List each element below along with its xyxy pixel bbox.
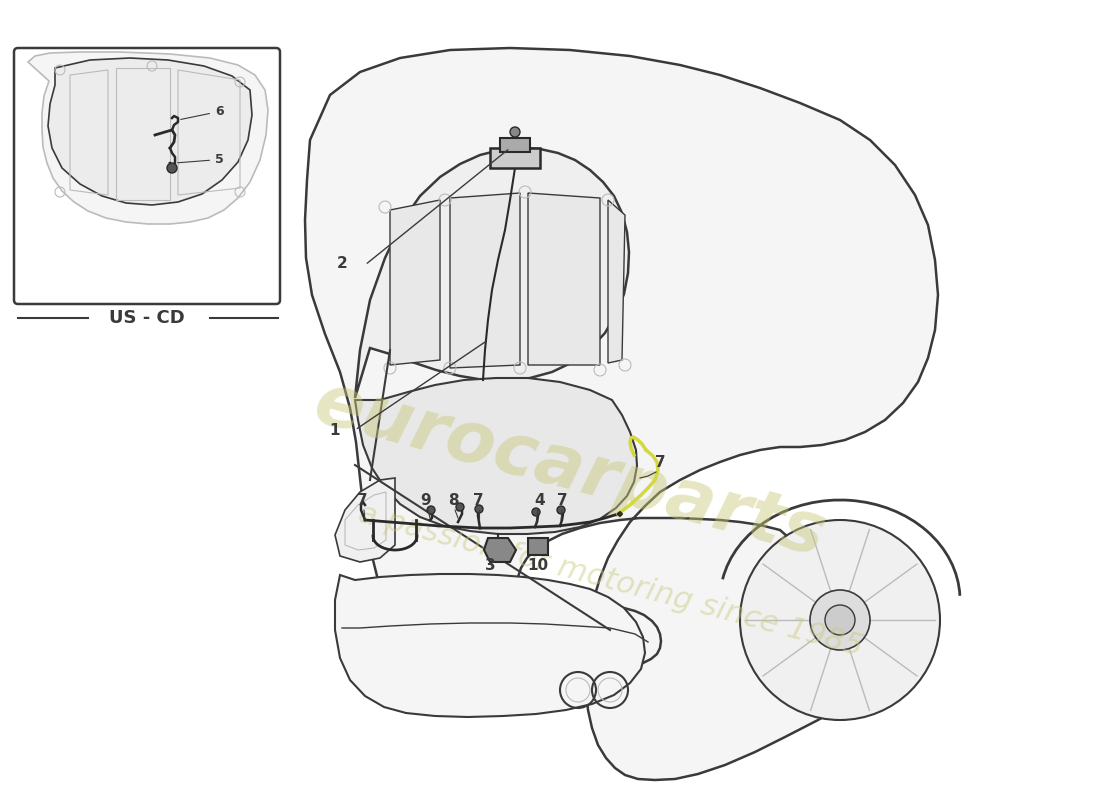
Text: 4: 4 [535,493,546,508]
Polygon shape [450,193,520,368]
Text: 1: 1 [330,423,340,438]
Polygon shape [484,538,516,562]
Polygon shape [48,58,252,205]
Text: 10: 10 [527,558,549,573]
Text: eurocarparts: eurocarparts [307,369,833,571]
Text: US - CD: US - CD [109,309,185,327]
Polygon shape [500,138,530,152]
Text: 8: 8 [448,493,459,508]
Circle shape [825,605,855,635]
FancyBboxPatch shape [14,48,280,304]
Polygon shape [336,478,395,562]
Polygon shape [528,193,600,365]
Circle shape [510,127,520,137]
Polygon shape [355,148,629,398]
Text: 9: 9 [420,493,431,508]
Text: 3: 3 [485,558,495,573]
Circle shape [167,163,177,173]
Circle shape [532,508,540,516]
Polygon shape [490,148,540,168]
Text: 7: 7 [473,493,483,508]
Polygon shape [390,200,440,365]
Text: 7: 7 [557,493,568,508]
Polygon shape [305,48,938,780]
Polygon shape [336,574,645,717]
Polygon shape [28,52,268,224]
Circle shape [475,505,483,513]
Text: 5: 5 [178,153,223,166]
Circle shape [557,506,565,514]
Polygon shape [608,200,625,363]
Text: 6: 6 [180,105,223,119]
Polygon shape [528,538,548,555]
Text: 7: 7 [654,455,666,470]
Text: 2: 2 [338,256,348,271]
Text: a passion for motoring since 1985: a passion for motoring since 1985 [354,498,866,662]
Circle shape [810,590,870,650]
Text: 7: 7 [356,493,367,508]
Polygon shape [355,378,637,534]
Circle shape [427,506,434,514]
Circle shape [456,503,464,511]
Circle shape [740,520,940,720]
